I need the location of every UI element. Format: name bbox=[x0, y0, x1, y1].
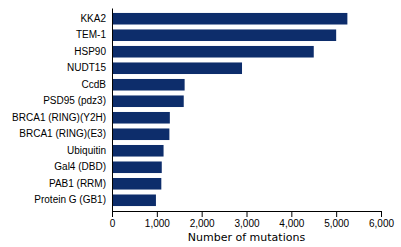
y-tick: Protein G (GB1) bbox=[34, 194, 106, 205]
bar bbox=[112, 79, 185, 91]
bar bbox=[112, 29, 336, 41]
plot: 0 1,000 2,000 3,000 4,000 5,000 6,000 Protein G… bbox=[12, 9, 394, 230]
bar bbox=[112, 178, 161, 190]
y-axis: Protein G (GB1) PAB1 (RRM) Gal4 (DBD) Ubiqu… bbox=[12, 9, 112, 212]
x-tick-label: 2,000 bbox=[190, 218, 215, 229]
y-tick-label: KKA2 bbox=[80, 13, 106, 24]
y-tick-label: PSD95 (pdz3) bbox=[43, 95, 106, 106]
y-tick: TEM-1 bbox=[76, 29, 106, 40]
bar bbox=[112, 62, 242, 74]
x-tick: 5,000 bbox=[324, 211, 349, 229]
x-tick: 4,000 bbox=[279, 211, 304, 229]
x-tick-mark bbox=[381, 211, 382, 217]
x-axis-line bbox=[113, 212, 382, 218]
y-tick: Ubiquitin bbox=[67, 145, 106, 156]
x-tick-label: 5,000 bbox=[324, 218, 349, 229]
y-tick-label: CcdB bbox=[82, 79, 107, 90]
x-tick: 3,000 bbox=[234, 211, 259, 229]
bar bbox=[112, 194, 156, 206]
bars bbox=[112, 13, 347, 206]
y-tick-label: HSP90 bbox=[74, 46, 106, 57]
y-tick: PSD95 (pdz3) bbox=[43, 95, 106, 106]
x-tick-mark bbox=[202, 211, 203, 217]
y-tick-label: TEM-1 bbox=[76, 29, 106, 40]
y-tick: KKA2 bbox=[80, 13, 106, 24]
x-tick-mark bbox=[291, 211, 292, 217]
y-tick: CcdB bbox=[82, 79, 107, 90]
y-tick: BRCA1 (RING)(Y2H) bbox=[12, 112, 106, 123]
y-tick-label: Gal4 (DBD) bbox=[54, 161, 106, 172]
y-tick-label: Protein G (GB1) bbox=[34, 194, 106, 205]
bar bbox=[112, 112, 170, 124]
x-tick-mark bbox=[157, 211, 158, 217]
x-tick-mark bbox=[112, 211, 113, 217]
y-tick-label: BRCA1 (RING)(Y2H) bbox=[12, 112, 106, 123]
bar bbox=[112, 46, 314, 58]
x-tick-label: 3,000 bbox=[234, 218, 259, 229]
y-axis-line bbox=[112, 9, 113, 212]
y-tick: HSP90 bbox=[74, 46, 106, 57]
bar bbox=[112, 128, 169, 140]
y-tick: NUDT15 bbox=[67, 62, 106, 73]
bar bbox=[112, 161, 162, 173]
bar bbox=[112, 145, 164, 157]
x-tick-label: 1,000 bbox=[145, 218, 170, 229]
y-tick-label: PAB1 (RRM) bbox=[49, 178, 106, 189]
chart: 0 1,000 2,000 3,000 4,000 5,000 6,000 Protein G… bbox=[0, 0, 401, 247]
bar bbox=[112, 13, 347, 25]
x-axis: 0 1,000 2,000 3,000 4,000 5,000 6,000 bbox=[110, 211, 395, 229]
x-tick: 2,000 bbox=[190, 211, 215, 229]
y-tick-label: NUDT15 bbox=[67, 62, 106, 73]
x-tick-mark bbox=[247, 211, 248, 217]
x-tick: 0 bbox=[110, 211, 116, 229]
x-tick-mark bbox=[336, 211, 337, 217]
y-tick-label: Ubiquitin bbox=[67, 145, 106, 156]
y-tick: Gal4 (DBD) bbox=[54, 161, 106, 172]
x-tick-label: 4,000 bbox=[279, 218, 304, 229]
x-axis-title: Number of mutations bbox=[188, 231, 306, 244]
y-tick-label: BRCA1 (RING)(E3) bbox=[19, 128, 106, 139]
x-tick-label: 0 bbox=[110, 218, 116, 229]
x-tick-label: 6,000 bbox=[369, 218, 394, 229]
bar bbox=[112, 95, 184, 107]
y-tick: PAB1 (RRM) bbox=[49, 178, 106, 189]
y-tick: BRCA1 (RING)(E3) bbox=[19, 128, 106, 139]
x-tick: 6,000 bbox=[369, 211, 394, 229]
x-tick: 1,000 bbox=[145, 211, 170, 229]
